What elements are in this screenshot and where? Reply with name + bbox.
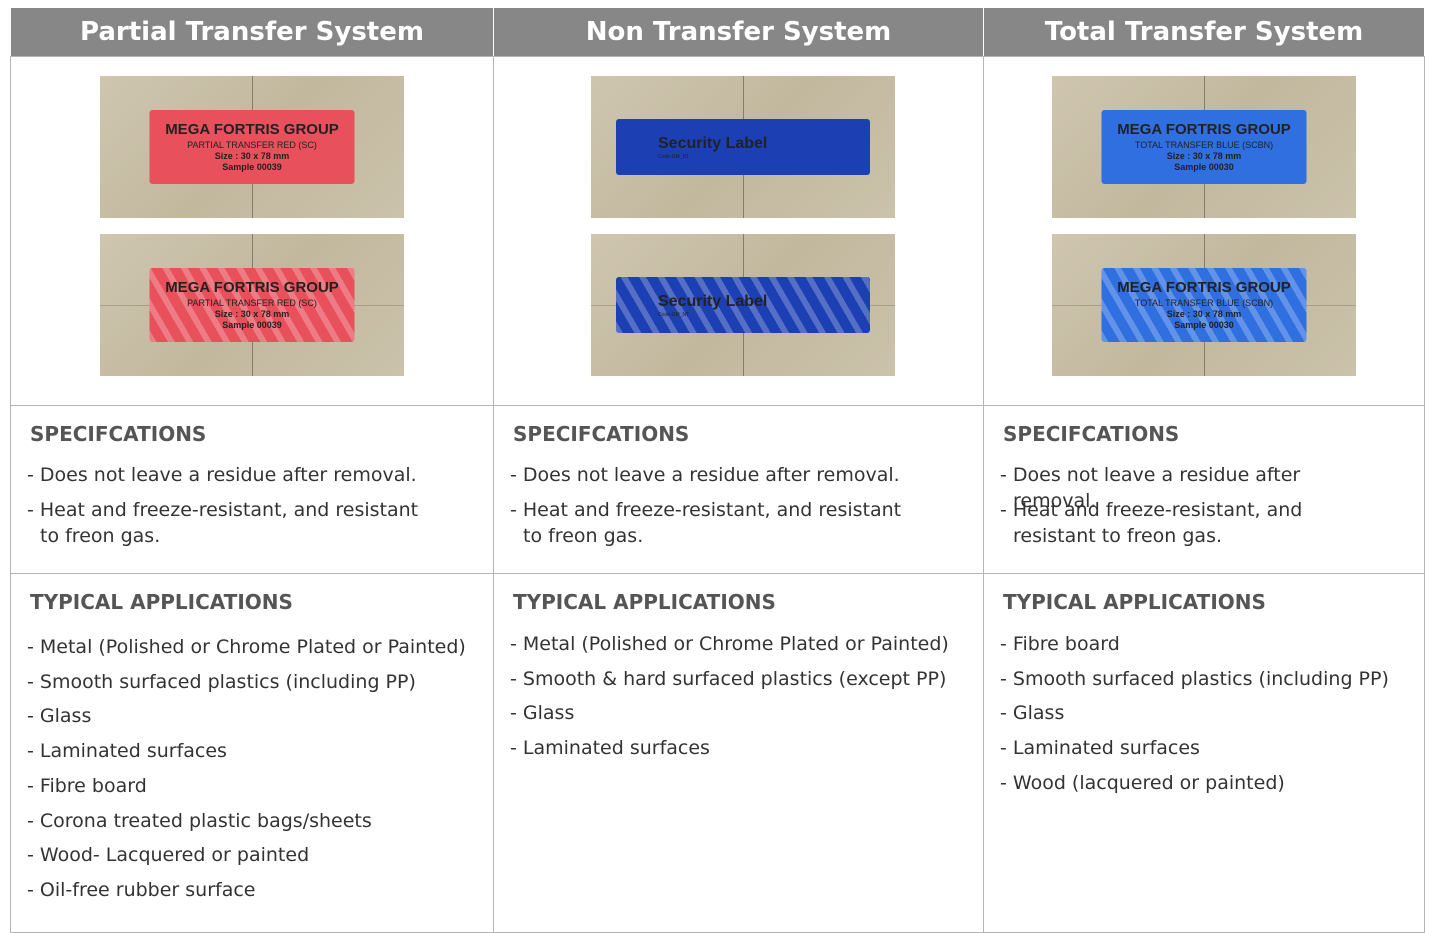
application-item: - Corona treated plastic bags/sheets <box>27 809 372 832</box>
application-item: - Smooth surfaced plastics (including PP… <box>1000 667 1389 690</box>
application-item: - Glass <box>27 705 92 728</box>
spec-item: - Does not leave a residue after removal… <box>27 464 417 486</box>
application-item: - Smooth surfaced plastics (including PP… <box>27 670 416 693</box>
label-text: TOTAL TRANSFER BLUE (SCBN) <box>1134 139 1274 150</box>
application-item: - Glass <box>510 702 575 725</box>
label-text: Sample 00030 <box>1174 320 1234 330</box>
application-item: - Metal (Polished or Chrome Plated or Pa… <box>510 633 949 655</box>
spec-item: - Heat and freeze-resistant, and resista… <box>510 499 902 547</box>
column-header: Non Transfer System <box>493 8 983 56</box>
security-label: Security Label Code-GM_NT <box>616 277 870 333</box>
label-text: PARTIAL TRANSFER RED (SC) <box>187 297 317 308</box>
section-heading: TYPICAL APPLICATIONS <box>1003 590 1266 614</box>
application-item: - Fibre board <box>1000 633 1120 655</box>
spec-item: - Heat and freeze-resistant, and resista… <box>27 499 419 547</box>
application-item: - Wood (lacquered or painted) <box>1000 771 1285 794</box>
label-text: Code-GM_NT <box>658 153 690 160</box>
label-text: Security Label <box>658 292 768 310</box>
label-text: Code-GM_NT <box>658 311 690 318</box>
spec-item: - Does not leave a residue after removal… <box>510 464 900 486</box>
section-heading: SPECIFCATIONS <box>513 422 690 446</box>
application-item: - Laminated surfaces <box>510 737 710 760</box>
security-label: MEGA FORTRIS GROUP PARTIAL TRANSFER RED (… <box>149 268 355 342</box>
label-text: Size : 30 x 78 mm <box>214 308 290 319</box>
column-header: Total Transfer System <box>983 8 1424 56</box>
section-heading: TYPICAL APPLICATIONS <box>513 590 776 614</box>
application-item: - Fibre board <box>27 774 147 797</box>
application-item: - Laminated surfaces <box>27 740 227 763</box>
security-label: MEGA FORTRIS GROUP PARTIAL TRANSFER RED (… <box>149 110 355 184</box>
label-text: Sample 00039 <box>222 162 282 172</box>
section-heading: TYPICAL APPLICATIONS <box>30 590 293 614</box>
label-text: Size : 30 x 78 mm <box>214 150 290 161</box>
security-label: MEGA FORTRIS GROUP TOTAL TRANSFER BLUE (S… <box>1101 110 1307 184</box>
label-text: MEGA FORTRIS GROUP <box>1117 120 1291 138</box>
label-text: Security Label <box>658 134 768 152</box>
section-heading: SPECIFCATIONS <box>30 422 207 446</box>
application-item: - Laminated surfaces <box>1000 737 1200 760</box>
security-label: MEGA FORTRIS GROUP TOTAL TRANSFER BLUE (S… <box>1101 268 1307 342</box>
label-photo: MEGA FORTRIS GROUP PARTIAL TRANSFER RED (… <box>100 76 404 218</box>
label-text: TOTAL TRANSFER BLUE (SCBN) <box>1134 297 1274 308</box>
label-photo: MEGA FORTRIS GROUP PARTIAL TRANSFER RED (… <box>100 234 404 376</box>
label-text: Sample 00030 <box>1174 162 1234 172</box>
application-item: - Metal (Polished or Chrome Plated or Pa… <box>27 636 466 658</box>
spec-item: - Heat and freeze-resistant, and resista… <box>1000 499 1303 547</box>
application-item: - Smooth & hard surfaced plastics (excep… <box>510 667 947 690</box>
label-text: Sample 00039 <box>222 320 282 330</box>
application-item: - Glass <box>1000 702 1065 725</box>
application-item: - Oil-free rubber surface <box>27 878 256 901</box>
label-photo: MEGA FORTRIS GROUP TOTAL TRANSFER BLUE (S… <box>1052 234 1356 376</box>
label-text: MEGA FORTRIS GROUP <box>1117 278 1291 296</box>
label-text: Size : 30 x 78 mm <box>1166 308 1242 319</box>
label-text: Size : 30 x 78 mm <box>1166 150 1242 161</box>
label-text: MEGA FORTRIS GROUP <box>165 120 339 138</box>
column-header: Partial Transfer System <box>10 8 493 56</box>
label-photo: MEGA FORTRIS GROUP TOTAL TRANSFER BLUE (S… <box>1052 76 1356 218</box>
security-label: Security Label Code-GM_NT <box>616 119 870 175</box>
label-photo: Security Label Code-GM_NT <box>591 234 895 376</box>
label-photo: Security Label Code-GM_NT <box>591 76 895 218</box>
spec-item: - Does not leave a residue after removal… <box>1000 464 1301 512</box>
application-item: - Wood- Lacquered or painted <box>27 844 310 867</box>
section-heading: SPECIFCATIONS <box>1003 422 1180 446</box>
label-text: MEGA FORTRIS GROUP <box>165 278 339 296</box>
label-text: PARTIAL TRANSFER RED (SC) <box>187 139 317 150</box>
